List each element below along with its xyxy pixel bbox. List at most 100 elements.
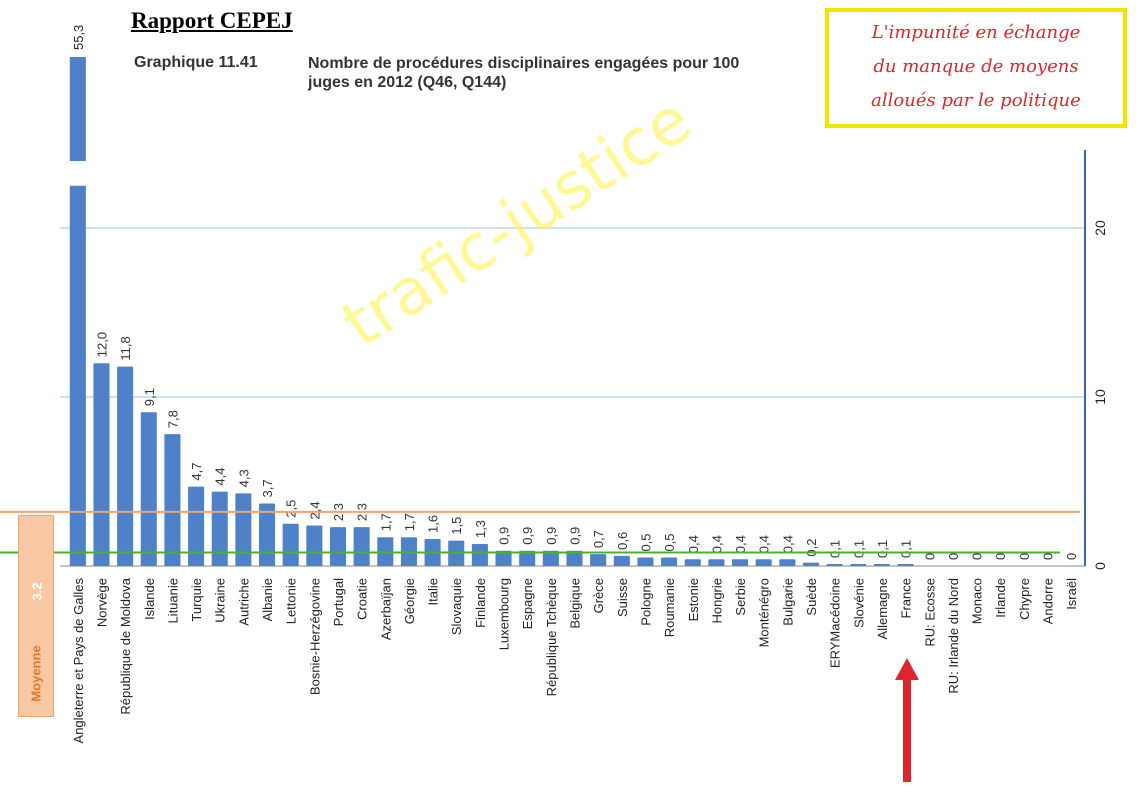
bar-value-label: 4,4: [213, 468, 228, 486]
bar-value-label: 1,3: [473, 520, 488, 538]
bar-value-label: 0,4: [780, 535, 795, 553]
bar: [850, 564, 867, 566]
bar: [542, 550, 559, 566]
bar: [306, 525, 323, 566]
bar-value-label: 0,2: [804, 539, 819, 557]
category-label: Grèce: [591, 578, 606, 613]
category-label: Portugal: [331, 578, 346, 627]
bar-value-label: 0,1: [875, 540, 890, 558]
category-label: RU: Irlande du Nord: [946, 578, 961, 694]
category-label: Finlande: [473, 578, 488, 628]
category-label: Suisse: [615, 578, 630, 617]
bar: [708, 559, 725, 566]
bar: [353, 527, 370, 566]
bar-value-label: 0,1: [828, 540, 843, 558]
bar: [258, 503, 276, 566]
bar-value-label: 0,4: [733, 535, 748, 553]
report-title: Rapport CEPEJ: [131, 8, 293, 33]
category-label: Turquie: [189, 578, 204, 622]
y-tick-label: 10: [1092, 389, 1108, 405]
bar-value-label: 0,9: [568, 527, 583, 545]
category-label: Luxembourg: [497, 578, 512, 650]
bar: [613, 555, 630, 566]
bar-value-label: 55,3: [71, 25, 86, 50]
bar: [471, 544, 488, 566]
y-tick-label: 0: [1092, 562, 1108, 570]
bar: [211, 491, 228, 566]
bar-value-label: 0,4: [709, 535, 724, 553]
bar: [684, 559, 701, 566]
bar-value-label: 2,4: [307, 501, 322, 519]
bar-value-label: 0: [970, 553, 985, 560]
bar: [637, 557, 654, 566]
bar-value-label: 0,4: [757, 535, 772, 553]
bar-value-label: 1,6: [426, 515, 441, 533]
up-arrow-icon: [895, 658, 919, 782]
bar-value-label: 0: [1041, 553, 1056, 560]
comment-box: L'impunité en échange du manque de moyen…: [825, 8, 1127, 128]
bar: [93, 363, 110, 566]
bar: [779, 559, 796, 566]
bar: [566, 550, 583, 566]
average-label: Moyenne: [28, 645, 44, 702]
category-label: Israël: [1064, 578, 1079, 610]
category-label: Azerbaïjan: [378, 578, 393, 640]
bar-value-label: 12,0: [94, 332, 109, 357]
bar: [897, 564, 914, 566]
category-label: Angleterre et Pays de Galles: [71, 578, 86, 744]
bar-value-label: 11,8: [118, 336, 133, 360]
bar-value-label: 0,9: [520, 527, 535, 545]
bar: [495, 550, 512, 566]
bar-value-label: 0,1: [851, 540, 866, 558]
bar: [826, 564, 843, 566]
category-label: Chypre: [1017, 578, 1032, 620]
category-label: Slovaquie: [449, 578, 464, 635]
category-label: République Tchèque: [544, 578, 559, 696]
category-label: Slovénie: [851, 578, 866, 628]
category-label: France: [899, 578, 914, 618]
category-label: Lituanie: [165, 578, 180, 624]
category-label: Monténégro: [757, 578, 772, 647]
category-label: Espagne: [520, 578, 535, 629]
bar: [519, 550, 536, 566]
bar-value-label: 0,6: [615, 532, 630, 550]
y-tick-label: 20: [1092, 220, 1108, 236]
category-label: Irlande: [993, 578, 1008, 618]
category-label: Hongrie: [709, 578, 724, 624]
category-label: Estonie: [686, 578, 701, 621]
category-label: Andorre: [1041, 578, 1056, 624]
bar-value-label: 0: [1017, 553, 1032, 560]
bar-value-label: 0: [1064, 553, 1079, 560]
bar: [661, 557, 678, 566]
bar-value-label: 0,5: [662, 533, 677, 551]
category-label: Ukraine: [213, 578, 228, 623]
comment-line-1: L'impunité en échange: [871, 22, 1081, 43]
bar-value-label: 0,5: [638, 533, 653, 551]
bar: [235, 493, 252, 566]
category-label: Serbie: [733, 578, 748, 616]
bar: [590, 554, 607, 566]
bar: [69, 185, 86, 566]
category-label: Norvège: [94, 578, 109, 627]
bar-value-label: 3,7: [260, 479, 275, 497]
bar: [140, 412, 157, 566]
category-label: Italie: [426, 578, 441, 605]
comment-line-3: alloués par le politique: [871, 90, 1081, 111]
bar-value-label: 0,7: [591, 530, 606, 548]
bar-value-label: 0,9: [497, 527, 512, 545]
bar-value-label: 0: [922, 553, 937, 560]
category-label: Islande: [142, 578, 157, 620]
bar-value-label: 0,4: [686, 535, 701, 553]
category-label: Allemagne: [875, 578, 890, 639]
bar-value-label: 2,5: [284, 500, 299, 518]
average-marker: 3.2 Moyenne: [18, 515, 54, 717]
category-label: Géorgie: [402, 578, 417, 624]
comment-line-2: du manque de moyens: [873, 56, 1079, 77]
average-value: 3.2: [29, 582, 45, 601]
bar-value-label: 1,7: [378, 513, 393, 531]
bar-top-segment: [69, 57, 86, 161]
bar: [117, 366, 134, 566]
category-label: Bulgarie: [780, 578, 795, 626]
bar-value-label: 7,8: [165, 410, 180, 428]
